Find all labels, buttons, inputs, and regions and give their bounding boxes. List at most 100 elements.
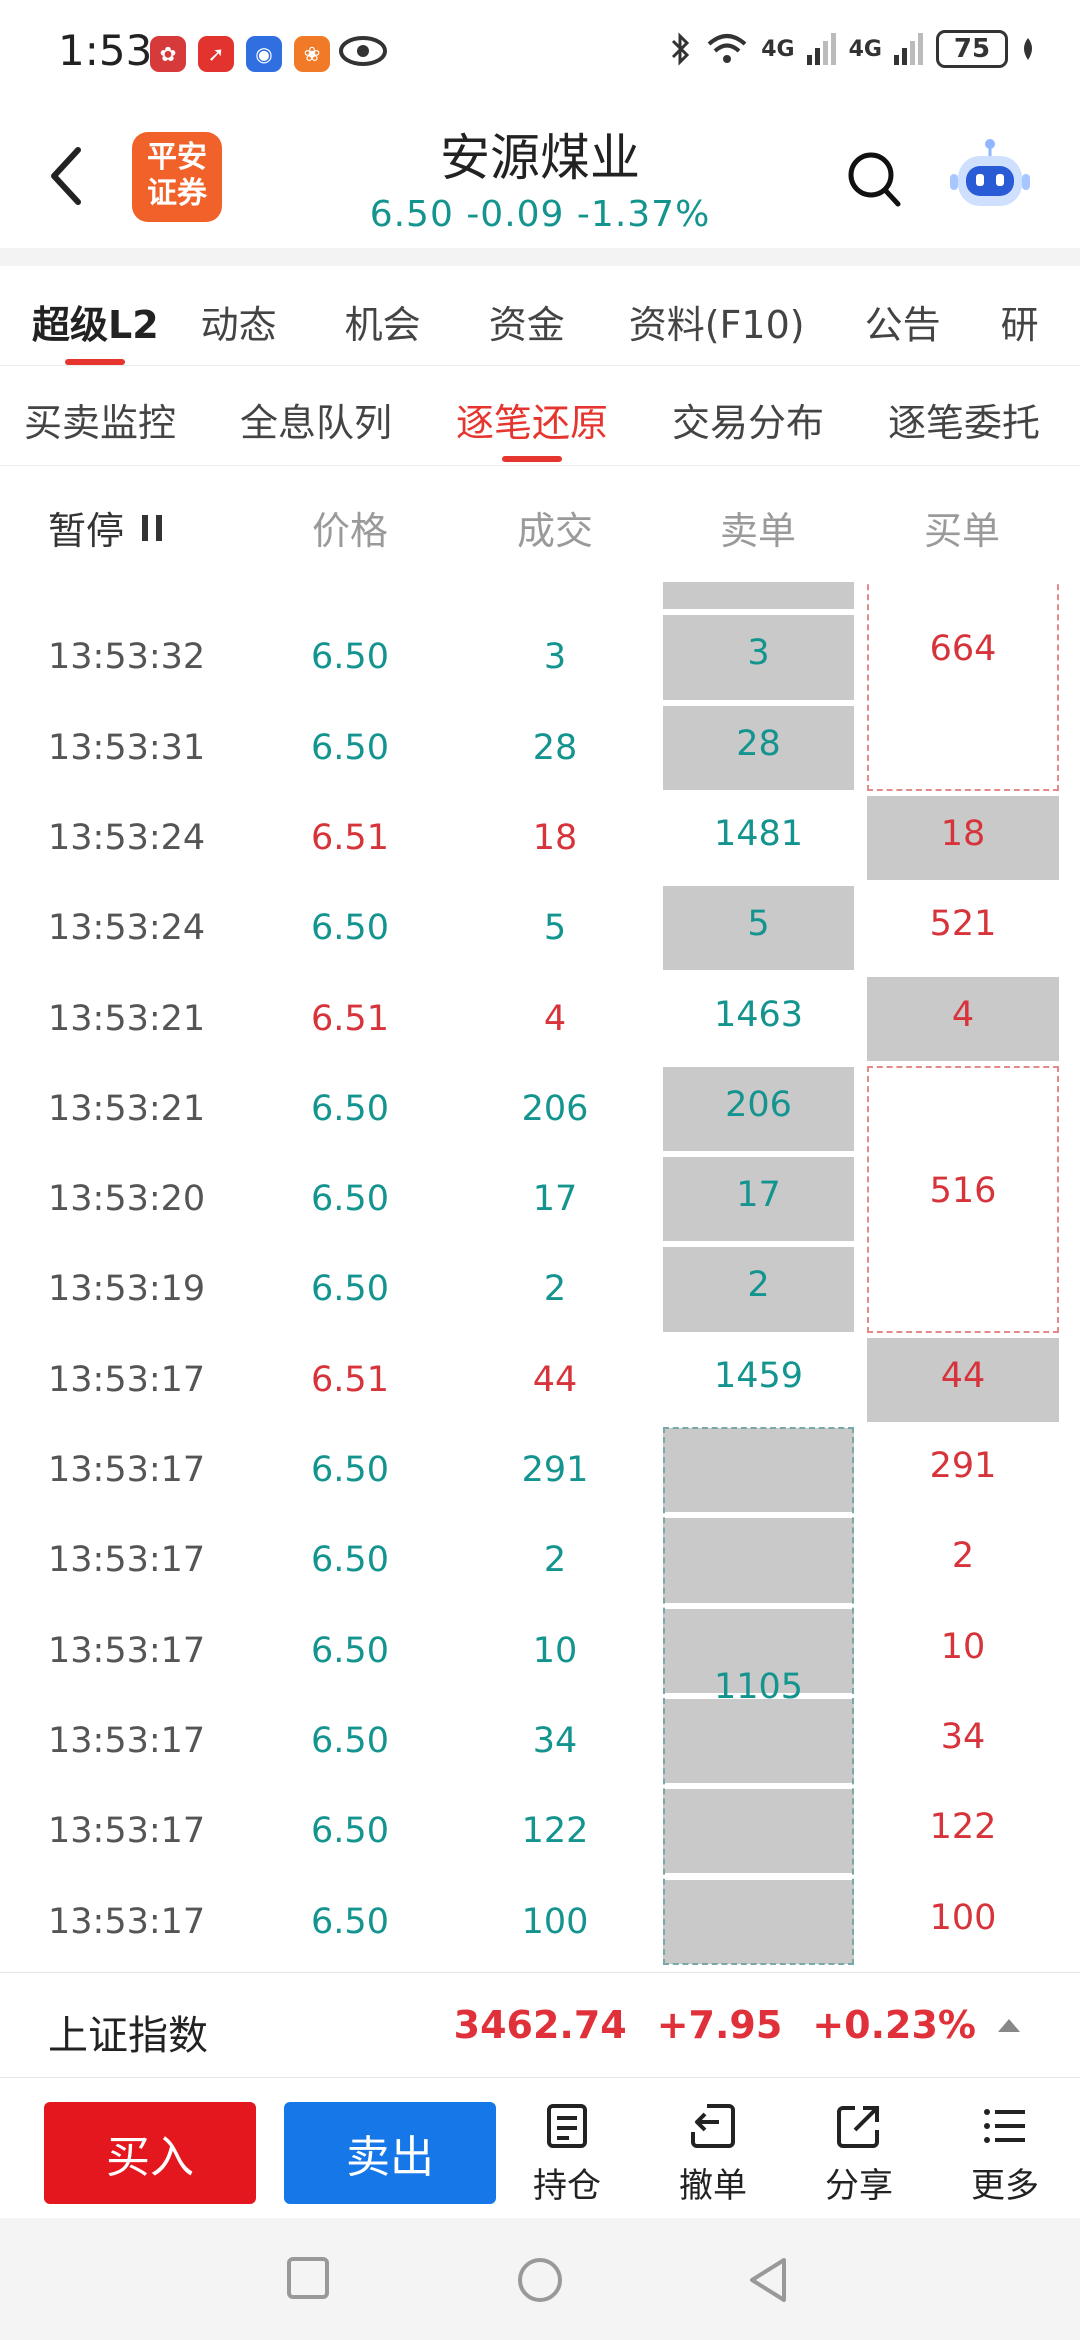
stock-change: -0.09 xyxy=(466,194,565,235)
buy-order-value: 2 xyxy=(951,1536,975,1577)
pause-button[interactable]: 暂停 xyxy=(48,500,163,555)
tick-price: 6.51 xyxy=(311,1359,389,1400)
column-header-sell-order: 卖单 xyxy=(719,509,796,553)
index-ticker[interactable]: 上证指数 3462.74 +7.95 +0.23% xyxy=(0,1972,1080,2078)
index-values: 3462.74 +7.95 +0.23% xyxy=(454,2003,1020,2047)
tick-volume: 28 xyxy=(532,727,578,768)
tick-volume: 76 xyxy=(495,582,615,612)
sell-order-value: 28 xyxy=(736,723,781,764)
app-notification-icon: ❀ xyxy=(294,36,330,72)
home-circle-icon[interactable] xyxy=(516,2256,564,2304)
tick-time: 13:53:17 xyxy=(48,1540,206,1581)
tick-volume: 34 xyxy=(532,1720,578,1761)
tick-price: 6.51 xyxy=(311,817,389,858)
tab-dynamics[interactable]: 动态 xyxy=(200,303,277,347)
tab-super-l2[interactable]: 超级L2 xyxy=(32,266,159,365)
ai-assistant-robot-icon[interactable] xyxy=(950,136,1030,216)
tick-row: 13:53:21 6.50 206 206 xyxy=(0,1064,1080,1154)
sell-order-highlight xyxy=(663,705,854,790)
tick-price: 6.50 xyxy=(290,582,410,612)
tick-volume: 4 xyxy=(543,998,567,1039)
status-bar: 1:53 ✿ ➚ ◉ ❀ 4G 4G 75 xyxy=(0,0,1080,100)
subtab-tick-orders[interactable]: 逐笔委托 xyxy=(888,401,1041,445)
back-arrow-icon[interactable] xyxy=(40,140,100,212)
search-icon[interactable] xyxy=(846,150,902,210)
tick-price: 6.50 xyxy=(311,1901,389,1942)
more-button[interactable]: 更多 xyxy=(950,2102,1060,2207)
sell-order-value: 1463 xyxy=(713,994,804,1035)
tick-time: 13:53:17 xyxy=(48,1811,206,1852)
merged-sell-order-value: 1105 xyxy=(713,1667,804,1707)
tick-row: 13:53:17 6.50 100 100 xyxy=(0,1877,1080,1967)
subtab-tick-restore[interactable]: 逐笔还原 xyxy=(456,392,608,462)
buy-order-value: 34 xyxy=(940,1716,986,1757)
pingan-securities-logo[interactable]: 平安 证券 xyxy=(132,132,222,222)
sell-order-value: 1459 xyxy=(713,1355,804,1396)
sell-order-highlight xyxy=(663,886,854,971)
tick-price: 6.50 xyxy=(311,1269,389,1310)
tick-price: 6.50 xyxy=(311,1720,389,1761)
tick-price: 6.50 xyxy=(311,1540,389,1581)
tick-volume: 291 xyxy=(521,1450,589,1490)
tab-research[interactable]: 研 xyxy=(1000,303,1039,347)
tick-price: 6.50 xyxy=(311,1450,389,1490)
tick-row: 13:53:24 6.50 5 5 521 xyxy=(0,883,1080,973)
tick-row: 13:53:32 6.50 3 3 xyxy=(0,612,1080,702)
more-label: 更多 xyxy=(971,2166,1039,2206)
sell-order-value: 1481 xyxy=(713,813,804,854)
buy-order-value: 10 xyxy=(940,1626,986,1667)
buy-order-highlight xyxy=(867,795,1059,881)
notification-icons: ✿ ➚ ◉ ❀ xyxy=(150,36,330,72)
share-button[interactable]: 分享 xyxy=(804,2102,914,2207)
tick-row: 13:53:17 6.50 122 122 xyxy=(0,1786,1080,1876)
stock-price: 6.50 xyxy=(369,194,454,235)
pause-icon xyxy=(142,514,163,541)
tick-volume: 5 xyxy=(543,908,567,949)
huawei-app-icon: ✿ xyxy=(150,36,186,72)
table-header: 暂停 价格 成交 卖单 买单 xyxy=(0,466,1080,582)
tick-price: 6.50 xyxy=(311,1630,389,1671)
sell-order-highlight xyxy=(663,1157,854,1242)
buy-button[interactable]: 买入 xyxy=(44,2102,256,2204)
eye-icon xyxy=(339,36,387,66)
tab-f10[interactable]: 资料(F10) xyxy=(628,303,805,347)
subtab-full-queue[interactable]: 全息队列 xyxy=(240,401,393,445)
stock-quote: 6.50 -0.09 -1.37% xyxy=(0,194,1080,235)
tick-time: 13:53:17 xyxy=(48,1720,206,1761)
tick-row: 13:53:38 6.50 76 76 xyxy=(0,582,1080,612)
column-header-price: 价格 xyxy=(311,509,388,553)
sell-button[interactable]: 卖出 xyxy=(284,2102,496,2204)
tick-time: 13:53:31 xyxy=(48,727,206,768)
tick-volume: 3 xyxy=(543,637,567,678)
subtab-bid-ask-monitor[interactable]: 买卖监控 xyxy=(24,401,177,445)
recent-apps-square-icon[interactable] xyxy=(286,2256,330,2300)
tick-time: 13:53:21 xyxy=(48,1088,206,1129)
tab-funds[interactable]: 资金 xyxy=(488,303,565,347)
back-triangle-icon[interactable] xyxy=(746,2256,790,2304)
tick-price: 6.50 xyxy=(311,1088,389,1129)
more-list-icon xyxy=(984,2109,1025,2143)
tick-time: 13:53:24 xyxy=(48,908,206,949)
pause-label: 暂停 xyxy=(48,509,125,553)
tick-time: 13:53:17 xyxy=(48,1630,206,1671)
expand-up-icon[interactable] xyxy=(998,2018,1020,2032)
system-navigation-bar xyxy=(0,2218,1080,2340)
positions-button[interactable]: 持仓 xyxy=(512,2102,622,2207)
tick-row: 13:53:21 6.51 4 1463 4 xyxy=(0,974,1080,1064)
signal-icon xyxy=(806,33,836,65)
app-notification-icon: ➚ xyxy=(198,36,234,72)
tick-table[interactable]: 13:53:38 6.50 76 76 13:53:32 6.50 3 3 13:53:31 6.… xyxy=(0,582,1080,1972)
column-header-volume: 成交 xyxy=(516,509,593,553)
tick-row: 13:53:17 6.50 2 2 xyxy=(0,1515,1080,1605)
sell-order-value: 76 xyxy=(663,582,854,612)
subtab-trade-distribution[interactable]: 交易分布 xyxy=(672,401,825,445)
tab-announcements[interactable]: 公告 xyxy=(864,303,941,347)
buy-order-value: 44 xyxy=(940,1355,986,1396)
stock-change-pct: -1.37% xyxy=(576,194,711,235)
tick-price: 6.50 xyxy=(311,637,389,678)
tab-opportunity[interactable]: 机会 xyxy=(344,303,421,347)
cancel-order-button[interactable]: 撤单 xyxy=(658,2102,768,2207)
tick-time: 13:53:17 xyxy=(48,1450,206,1490)
signal-icon xyxy=(894,33,923,65)
sell-order-highlight xyxy=(663,1698,854,1784)
